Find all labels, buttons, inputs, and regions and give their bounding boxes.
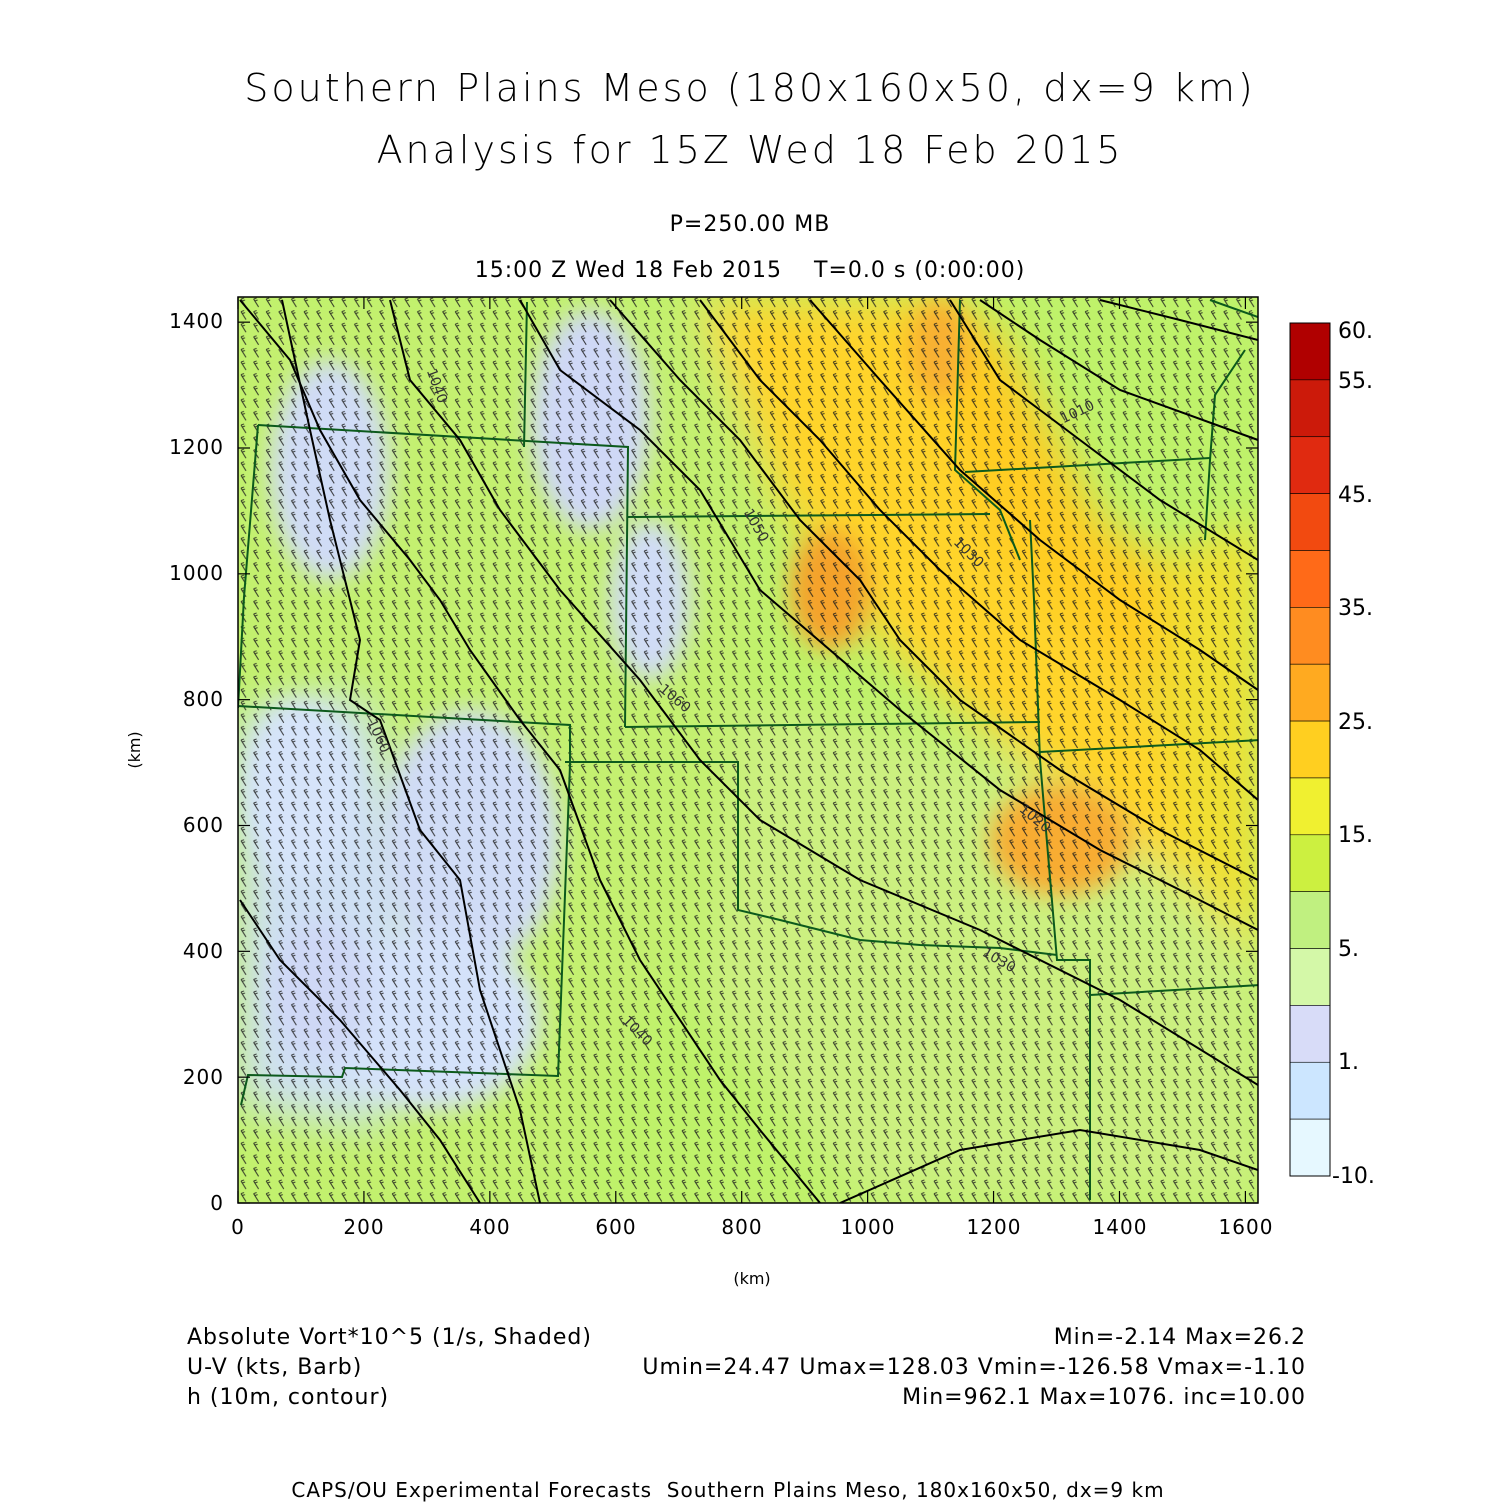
- colorbar-label: 25.: [1338, 710, 1373, 735]
- colorbar-swatch: [1289, 1118, 1331, 1177]
- colorbar-swatch: [1289, 834, 1331, 892]
- colorbar-swatch: [1289, 1005, 1331, 1063]
- x-tick-label: 1600: [1219, 1215, 1274, 1239]
- x-tick-label: 1200: [967, 1215, 1022, 1239]
- colorbar-swatch: [1289, 891, 1331, 949]
- y-tick-label: 400: [183, 939, 224, 963]
- colorbar-swatch: [1289, 322, 1331, 381]
- colorbar-swatch: [1289, 436, 1331, 494]
- colorbar-swatch: [1289, 720, 1331, 779]
- x-tick-label: 0: [231, 1215, 245, 1239]
- legend-field2-name: U-V (kts, Barb): [187, 1355, 363, 1380]
- colorbar-label: 35.: [1338, 596, 1373, 621]
- y-tick-label: 1400: [169, 309, 224, 333]
- map-subtitle: Analysis for 15Z Wed 18 Feb 2015: [376, 128, 1124, 172]
- map-title: Southern Plains Meso (180x160x50, dx=9 k…: [244, 66, 1256, 110]
- legend-field3-stats: Min=962.1 Max=1076. inc=10.00: [902, 1385, 1306, 1410]
- colorbar-frame: [1289, 322, 1331, 1177]
- colorbar-label: 60.: [1338, 319, 1373, 344]
- colorbar-swatch: [1289, 1061, 1331, 1120]
- credit-line: CAPS/OU Experimental Forecasts Southern …: [291, 1478, 1165, 1502]
- legend-field3-name: h (10m, contour): [187, 1385, 390, 1410]
- pressure-level: P=250.00 MB: [669, 212, 831, 237]
- x-tick-label: 800: [721, 1215, 762, 1239]
- colorbar: [1289, 322, 1331, 1177]
- colorbar-label: 45.: [1338, 483, 1373, 508]
- x-axis-labels: 0 200 400 600 800 1000 1200 1400 1600: [231, 1215, 1274, 1239]
- colorbar-label: 5.: [1338, 937, 1359, 962]
- colorbar-swatch: [1289, 777, 1331, 836]
- state-borders: [238, 299, 1258, 1200]
- axis-ticks: [237, 297, 1258, 1204]
- colorbar-label: 1.: [1338, 1050, 1359, 1075]
- colorbar-swatch: [1289, 379, 1331, 438]
- colorbar-label: 55.: [1338, 369, 1373, 394]
- colorbar-swatch: [1289, 550, 1331, 608]
- y-axis-labels: 0 200 400 600 800 1000 1200 1400: [169, 309, 224, 1215]
- vorticity-shading: [238, 297, 1258, 1203]
- legend-field1-name: Absolute Vort*10^5 (1/s, Shaded): [187, 1325, 592, 1350]
- legend-field2-stats: Umin=24.47 Umax=128.03 Vmin=-126.58 Vmax…: [642, 1355, 1306, 1380]
- colorbar-swatch: [1289, 663, 1331, 722]
- valid-time: 15:00 Z Wed 18 Feb 2015 T=0.0 s (0:00:00…: [474, 258, 1026, 283]
- colorbar-labels: 60. 55. 45. 35. 25. 15. 5. 1. -10.: [1332, 319, 1375, 1189]
- x-tick-label: 600: [595, 1215, 636, 1239]
- x-tick-label: 1400: [1093, 1215, 1148, 1239]
- legend-field1-stats: Min=-2.14 Max=26.2: [1053, 1325, 1306, 1350]
- colorbar-label: -10.: [1332, 1164, 1375, 1189]
- x-tick-label: 400: [469, 1215, 510, 1239]
- x-tick-label: 200: [343, 1215, 384, 1239]
- y-axis-title: (km): [125, 731, 144, 768]
- colorbar-label: 15.: [1338, 823, 1373, 848]
- y-tick-label: 200: [183, 1065, 224, 1089]
- x-tick-label: 1000: [841, 1215, 896, 1239]
- colorbar-swatch: [1289, 607, 1331, 665]
- y-tick-label: 1200: [169, 435, 224, 459]
- height-contours: [239, 299, 1258, 1203]
- colorbar-swatch: [1289, 948, 1331, 1006]
- plot-frame: [237, 296, 1259, 1204]
- colorbar-swatch: [1289, 493, 1331, 551]
- y-tick-label: 800: [183, 687, 224, 711]
- y-tick-label: 0: [210, 1191, 224, 1215]
- y-tick-label: 1000: [169, 561, 224, 585]
- y-tick-label: 600: [183, 813, 224, 837]
- x-axis-title: (km): [733, 1269, 770, 1288]
